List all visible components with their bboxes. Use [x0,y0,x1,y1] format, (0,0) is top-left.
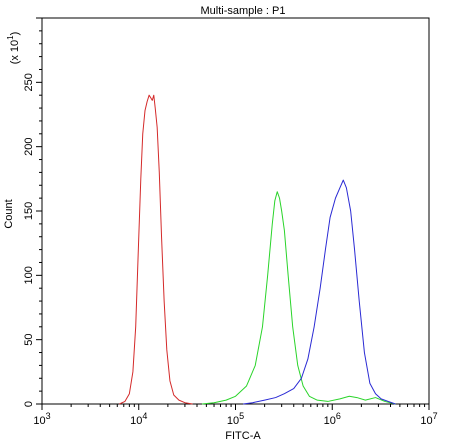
histogram-series-1 [119,94,193,405]
x-tick-exponent: 4 [142,411,147,421]
x-tick-base: 10 [130,415,142,427]
y-tick-label: 250 [23,73,35,91]
x-tick-base: 10 [324,415,336,427]
y-tick-label: 0 [23,401,35,407]
x-tick-label: 104 [130,411,147,427]
y-axis: 0 50 100 150 200 250 [23,17,42,407]
y-tick-label: 150 [23,202,35,220]
x-tick-label: 107 [420,411,437,427]
y-multiplier-exponent: 1 [6,35,15,40]
histogram-series-3 [243,179,396,405]
x-tick-base: 10 [420,415,432,427]
plot-frame [41,17,430,405]
y-axis-label: Count [3,199,15,228]
x-tick-exponent: 5 [239,411,244,421]
x-tick-label: 106 [324,411,341,427]
x-tick-base: 10 [33,415,45,427]
x-tick-exponent: 3 [46,411,51,421]
y-tick-label: 100 [23,266,35,284]
series-layer [119,94,396,405]
x-tick-base: 10 [227,415,239,427]
y-tick-label: 200 [23,137,35,155]
x-tick-exponent: 6 [336,411,341,421]
x-axis: 103 104 105 106 107 [33,404,438,427]
x-tick-label: 105 [227,411,244,427]
plot-border [41,17,430,405]
y-multiplier-label: (x 101) [6,32,21,65]
x-tick-exponent: 7 [433,411,438,421]
x-tick-label: 103 [33,411,50,427]
chart-title: Multi-sample : P1 [201,5,286,17]
y-tick-label: 50 [23,334,35,346]
y-multiplier-prefix: (x 10 [9,40,21,64]
x-axis-label: FITC-A [225,430,261,442]
histogram-series-2 [201,191,396,405]
y-multiplier-suffix: ) [9,32,21,36]
